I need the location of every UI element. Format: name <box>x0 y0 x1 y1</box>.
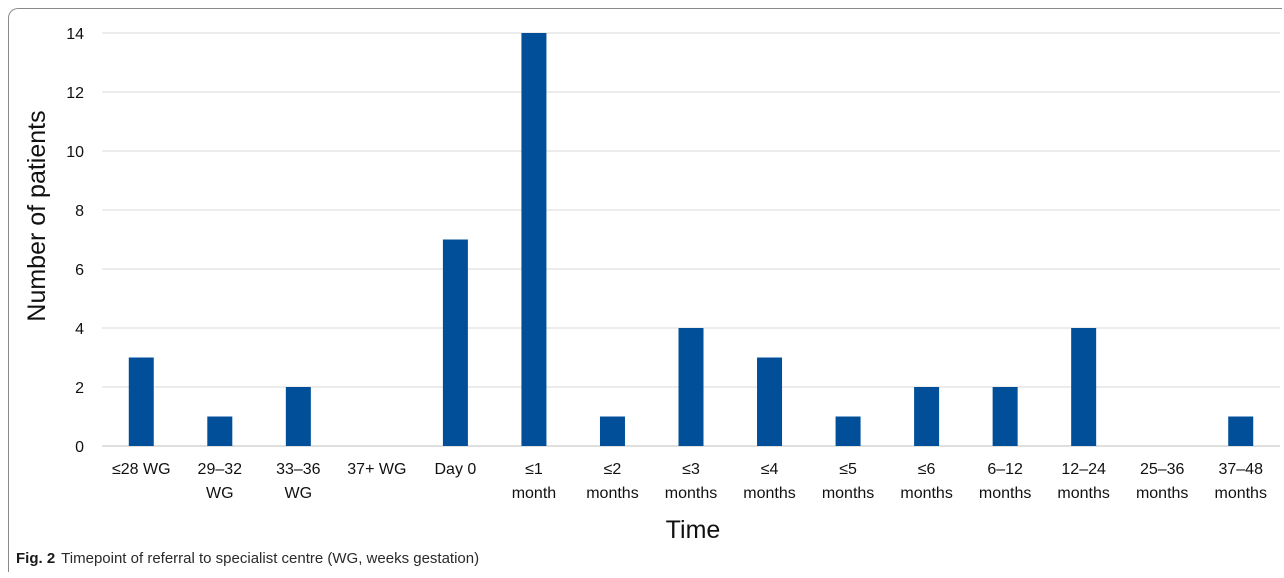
bar <box>1228 416 1254 446</box>
x-tick-label: ≤3 months <box>665 461 717 502</box>
x-tick-label: ≤28 WG <box>112 461 171 478</box>
x-tick-label: 12–24 months <box>1057 461 1109 502</box>
x-tick-label: 33–36 WG <box>276 461 321 502</box>
x-tick-label: ≤1 month <box>512 461 556 502</box>
x-tick-labels: ≤28 WG 29–32 WG 33–36 WG 37+ WG Day 0 ≤1 month ≤2… <box>112 461 1267 502</box>
x-tick-label: 25–36 months <box>1136 461 1188 502</box>
x-tick-label: 37+ WG <box>347 461 406 478</box>
x-tick-label: ≤2 months <box>586 461 638 502</box>
x-tick-label: 6–12 months <box>979 461 1031 502</box>
x-tick-label: ≤5 months <box>822 461 874 502</box>
y-tick-label: 0 <box>75 439 84 456</box>
bar <box>207 416 233 446</box>
bar <box>835 416 861 446</box>
y-tick-label: 4 <box>75 321 84 338</box>
bar <box>757 357 783 446</box>
bar <box>992 387 1018 446</box>
bar <box>521 33 547 446</box>
figure-frame <box>8 8 1282 572</box>
y-axis-title: Number of patients <box>23 110 51 321</box>
bar <box>914 387 940 446</box>
y-tick-label: 2 <box>75 380 84 397</box>
x-tick-label: Day 0 <box>435 461 477 478</box>
y-tick-label: 14 <box>66 26 84 43</box>
bar <box>442 239 468 446</box>
bar <box>1071 328 1097 446</box>
y-tick-label: 12 <box>66 85 84 102</box>
x-tick-label: ≤6 months <box>900 461 952 502</box>
x-tick-label: 37–48 months <box>1214 461 1266 502</box>
y-tick-label: 8 <box>75 203 84 220</box>
bars <box>128 33 1254 446</box>
x-axis-title: Time <box>666 516 721 544</box>
bar <box>599 416 625 446</box>
y-tick-labels: 0 2 4 6 8 10 12 14 <box>66 26 84 456</box>
figure-label: Fig. 2 <box>16 550 56 567</box>
x-tick-label: 29–32 WG <box>198 461 243 502</box>
bar <box>128 357 154 446</box>
x-tick-label: ≤4 months <box>743 461 795 502</box>
bar <box>678 328 704 446</box>
bar <box>285 387 311 446</box>
y-tick-label: 10 <box>66 144 84 161</box>
figure-caption: Fig. 2 Timepoint of referral to specialis… <box>16 550 479 567</box>
figure-caption-text: Timepoint of referral to specialist cent… <box>61 550 480 567</box>
y-tick-label: 6 <box>75 262 84 279</box>
